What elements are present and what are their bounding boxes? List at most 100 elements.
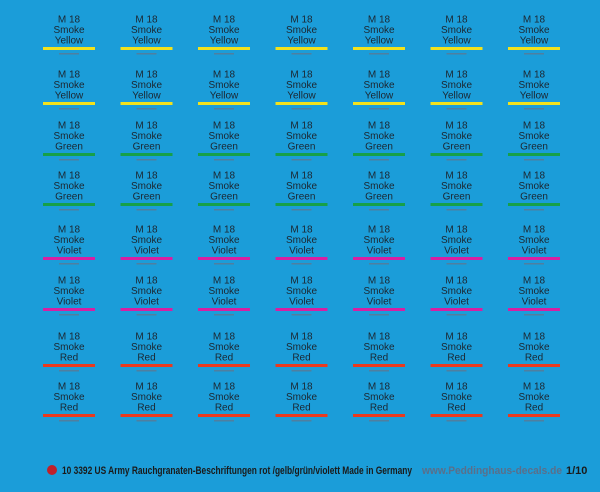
decal-text: Red: [215, 353, 233, 364]
decal-text: Yellow: [520, 36, 549, 47]
decal-text: Green: [365, 142, 393, 153]
decal-text: Red: [525, 403, 543, 414]
decal-text: Smoke: [131, 181, 163, 192]
decal-bar: [508, 153, 560, 156]
decal-fine-print: [59, 159, 79, 161]
decal-text: Yellow: [442, 36, 471, 47]
decal-text: Smoke: [286, 25, 318, 36]
decal-fine-print: [369, 209, 389, 211]
decal-text: M 18: [290, 332, 313, 343]
decal-bar: [275, 153, 328, 156]
decal-text: Smoke: [53, 235, 85, 246]
decal-text: Smoke: [286, 131, 318, 142]
decal-fine-print: [136, 108, 157, 110]
decal-text: M 18: [135, 332, 158, 343]
decal-text: Yellow: [210, 36, 239, 47]
decal-text: M 18: [290, 15, 313, 26]
decal-text: M 18: [290, 276, 313, 287]
decal-fine-print: [214, 314, 234, 316]
decal-text: Smoke: [208, 25, 240, 36]
decal-text: Smoke: [53, 25, 85, 36]
decal-text: Smoke: [518, 392, 550, 403]
decal-bar: [198, 102, 250, 105]
decal-text: M 18: [445, 276, 468, 287]
decal-bar: [120, 257, 173, 260]
decal-text: Smoke: [53, 131, 85, 142]
decal-fine-print: [59, 209, 79, 211]
decal-text: M 18: [445, 171, 468, 182]
decal-fine-print: [59, 370, 79, 372]
decal-text: Smoke: [208, 286, 240, 297]
decal-text: Smoke: [208, 392, 240, 403]
decal-text: Smoke: [363, 392, 395, 403]
decal-fine-print: [136, 370, 157, 372]
decal-text: Green: [443, 192, 471, 203]
decal-text: Smoke: [363, 235, 395, 246]
decal-text: Smoke: [518, 131, 550, 142]
decal-fine-print: [291, 53, 312, 55]
decal-text: Smoke: [131, 286, 163, 297]
decal-fine-print: [446, 108, 467, 110]
decal-fine-print: [136, 159, 157, 161]
decal-text: Smoke: [131, 235, 163, 246]
decal-text: Green: [55, 192, 83, 203]
decal-text: Red: [525, 353, 543, 364]
decal-text: Red: [60, 403, 78, 414]
decal-text: Smoke: [363, 131, 395, 142]
decal-bar: [430, 364, 483, 367]
decal-text: Violet: [57, 297, 82, 308]
decal-text: M 18: [368, 171, 391, 182]
decal-fine-print: [214, 53, 234, 55]
decal-text: Green: [520, 192, 548, 203]
decal-text: M 18: [445, 225, 468, 236]
decal-bar: [353, 47, 405, 50]
decal-text: M 18: [523, 121, 546, 132]
decal-bar: [353, 308, 405, 311]
decal-text: Green: [520, 142, 548, 153]
decal-text: M 18: [368, 121, 391, 132]
logo-icon: [47, 465, 57, 475]
decal-text: Violet: [444, 246, 469, 257]
decal-text: Smoke: [286, 392, 318, 403]
decal-text: M 18: [523, 225, 546, 236]
decal-text: Smoke: [363, 25, 395, 36]
decal-bar: [275, 308, 328, 311]
decal-fine-print: [524, 159, 544, 161]
decal-text: Yellow: [55, 36, 84, 47]
decal-fine-print: [214, 263, 234, 265]
decal-text: Smoke: [286, 80, 318, 91]
decal-fine-print: [524, 263, 544, 265]
decal-text: M 18: [135, 121, 158, 132]
decal-fine-print: [291, 314, 312, 316]
decal-text: Yellow: [442, 91, 471, 102]
decal-text: Red: [292, 353, 310, 364]
decal-text: Violet: [522, 246, 547, 257]
decal-text: M 18: [523, 276, 546, 287]
decal-bar: [353, 364, 405, 367]
decal-bar: [198, 47, 250, 50]
decal-text: M 18: [290, 382, 313, 393]
decal-text: M 18: [213, 70, 236, 81]
decal-text: Smoke: [518, 80, 550, 91]
decal-bar: [430, 203, 483, 206]
decal-text: M 18: [290, 70, 313, 81]
decal-text: Yellow: [287, 36, 316, 47]
decal-fine-print: [136, 314, 157, 316]
decal-fine-print: [446, 53, 467, 55]
decal-text: Violet: [212, 297, 237, 308]
decal-text: M 18: [445, 15, 468, 26]
decal-text: M 18: [213, 382, 236, 393]
decal-text: Yellow: [132, 36, 161, 47]
decal-text: Smoke: [286, 181, 318, 192]
decal-text: Smoke: [286, 235, 318, 246]
decal-fine-print: [214, 108, 234, 110]
decal-text: Smoke: [53, 286, 85, 297]
decal-text: M 18: [213, 276, 236, 287]
decal-text: M 18: [523, 70, 546, 81]
decal-bar: [353, 414, 405, 417]
decal-fine-print: [369, 420, 389, 422]
decal-fine-print: [524, 108, 544, 110]
